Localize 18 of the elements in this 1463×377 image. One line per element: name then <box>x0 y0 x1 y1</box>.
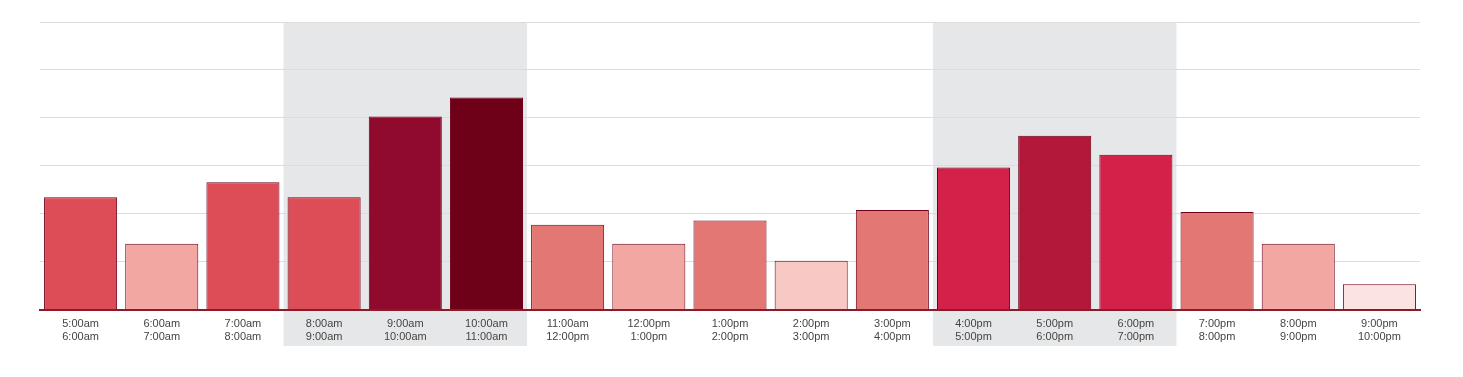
x-tick-label: 9:00pm 10:00pm <box>1358 317 1401 343</box>
x-tick-label: 7:00pm 8:00pm <box>1198 317 1236 343</box>
bar <box>449 97 523 310</box>
x-tick-label: 9:00am 10:00am <box>383 317 427 343</box>
x-tick-label: 2:00pm 3:00pm <box>792 317 830 343</box>
x-tick-label: 11:00am 12:00pm <box>546 317 590 343</box>
x-tick-label: 6:00am 7:00am <box>143 317 181 343</box>
x-tick-label: 5:00am 6:00am <box>62 317 99 343</box>
x-tick-label: 6:00pm 7:00pm <box>1117 317 1155 343</box>
x-tick-label: 4:00pm 5:00pm <box>955 317 992 343</box>
x-tick-label: 10:00am 11:00am <box>465 317 508 343</box>
x-tick-label: 12:00pm 1:00pm <box>627 317 671 343</box>
x-tick-label: 7:00am 8:00am <box>224 317 262 343</box>
x-tick-label: 1:00pm 2:00pm <box>711 317 749 343</box>
x-tick-label: 5:00pm 6:00pm <box>1036 317 1074 343</box>
x-tick-label: 8:00am 9:00am <box>305 317 343 343</box>
x-tick-label: 8:00pm 9:00pm <box>1279 317 1317 343</box>
x-tick-label: 3:00pm 4:00pm <box>874 317 911 343</box>
